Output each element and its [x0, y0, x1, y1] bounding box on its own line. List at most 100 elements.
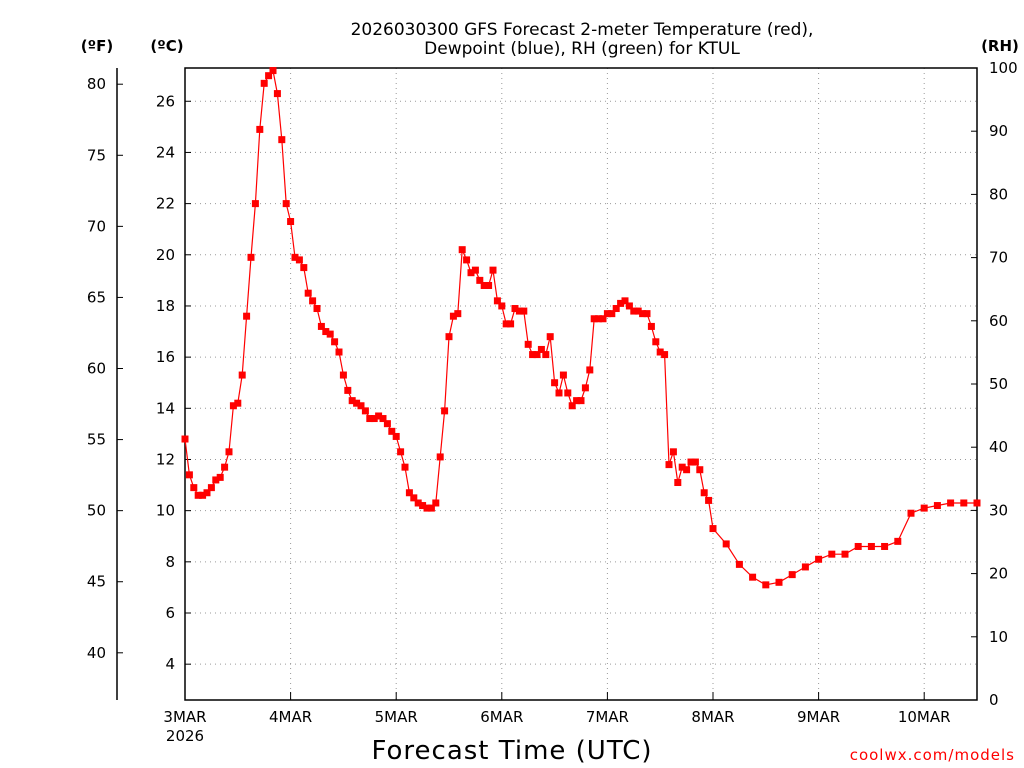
celsius-tick-label: 22: [156, 195, 175, 213]
data-point: [546, 333, 554, 341]
data-point: [471, 266, 479, 274]
data-point: [370, 415, 378, 423]
data-point: [357, 402, 365, 410]
celsius-tick-label: 14: [156, 399, 175, 417]
data-point: [454, 310, 462, 318]
data-point: [634, 307, 642, 315]
data-point: [238, 371, 246, 379]
time-tick-year-label: 2026: [166, 727, 204, 745]
data-point: [423, 504, 431, 512]
data-point: [300, 264, 308, 272]
data-point: [573, 397, 581, 405]
data-point: [353, 399, 361, 407]
data-point: [410, 494, 418, 502]
data-point: [647, 322, 655, 330]
x-axis-title: Forecast Time (UTC): [371, 736, 652, 766]
data-point: [867, 542, 875, 550]
data-point: [586, 366, 594, 374]
data-point: [313, 305, 321, 313]
data-point: [458, 246, 466, 254]
data-point: [612, 305, 620, 313]
time-tick-label: 6MAR: [480, 708, 523, 726]
data-point: [801, 563, 809, 571]
fahrenheit-unit-label: (ºF): [81, 37, 113, 55]
data-point: [973, 499, 981, 507]
rh-tick-label: 0: [989, 691, 999, 709]
data-point: [445, 333, 453, 341]
data-point: [212, 476, 220, 484]
data-point: [529, 351, 537, 359]
time-tick-label: 3MAR: [163, 708, 206, 726]
data-point: [463, 256, 471, 264]
data-point: [555, 389, 563, 397]
data-point: [533, 351, 541, 359]
data-point: [705, 496, 713, 504]
rh-tick-label: 50: [989, 375, 1008, 393]
rh-tick-label: 30: [989, 501, 1008, 519]
data-point: [256, 125, 264, 133]
data-point: [542, 351, 550, 359]
plot-frame: [184, 67, 978, 701]
data-point: [295, 256, 303, 264]
data-point: [344, 386, 352, 394]
data-point: [309, 297, 317, 305]
data-point: [269, 67, 277, 75]
rh-tick-label: 40: [989, 438, 1008, 456]
data-point: [854, 542, 862, 550]
data-point: [388, 427, 396, 435]
data-point: [608, 310, 616, 318]
data-point: [449, 312, 457, 320]
data-point: [229, 402, 237, 410]
data-point: [559, 371, 567, 379]
data-point: [326, 330, 334, 338]
data-point: [722, 540, 730, 548]
data-point: [348, 397, 356, 405]
data-point: [815, 555, 823, 563]
time-tick-label: 5MAR: [375, 708, 418, 726]
rh-tick-label: 60: [989, 312, 1008, 330]
rh-tick-label: 100: [989, 59, 1018, 77]
data-point: [493, 297, 501, 305]
data-point: [661, 351, 669, 359]
data-point: [419, 502, 427, 510]
data-point: [265, 72, 273, 80]
celsius-tick-label: 8: [165, 553, 175, 571]
data-point: [489, 266, 497, 274]
data-point: [577, 397, 585, 405]
data-point: [502, 320, 510, 328]
data-point: [639, 310, 647, 318]
data-point: [278, 136, 286, 144]
series-line: [184, 69, 977, 586]
data-point: [599, 315, 607, 323]
data-point: [960, 499, 968, 507]
data-point: [432, 499, 440, 507]
data-point: [696, 466, 704, 474]
celsius-tick-label: 10: [156, 502, 175, 520]
data-point: [485, 281, 493, 289]
data-point: [920, 504, 928, 512]
data-point: [247, 253, 255, 261]
data-point: [181, 435, 189, 443]
fahrenheit-tick-label: 60: [87, 360, 106, 378]
rh-tick-label: 80: [989, 185, 1008, 203]
time-tick-label: 7MAR: [586, 708, 629, 726]
credit-text: coolwx.com/models: [850, 746, 1015, 764]
data-point: [331, 338, 339, 346]
data-point: [427, 504, 435, 512]
time-tick-label: 4MAR: [269, 708, 312, 726]
data-point: [625, 302, 633, 310]
data-point: [216, 473, 224, 481]
data-point: [652, 338, 660, 346]
data-point: [674, 479, 682, 487]
data-point: [199, 491, 207, 499]
data-point: [511, 305, 519, 313]
data-point: [691, 458, 699, 466]
time-tick-label: 10MAR: [898, 708, 951, 726]
data-point: [524, 340, 532, 348]
data-point: [762, 581, 770, 589]
data-point: [630, 307, 638, 315]
celsius-tick-label: 20: [156, 246, 175, 264]
data-point: [788, 571, 796, 579]
chart-title-line1: 2026030300 GFS Forecast 2-meter Temperat…: [351, 20, 814, 40]
celsius-tick-label: 26: [156, 92, 175, 110]
